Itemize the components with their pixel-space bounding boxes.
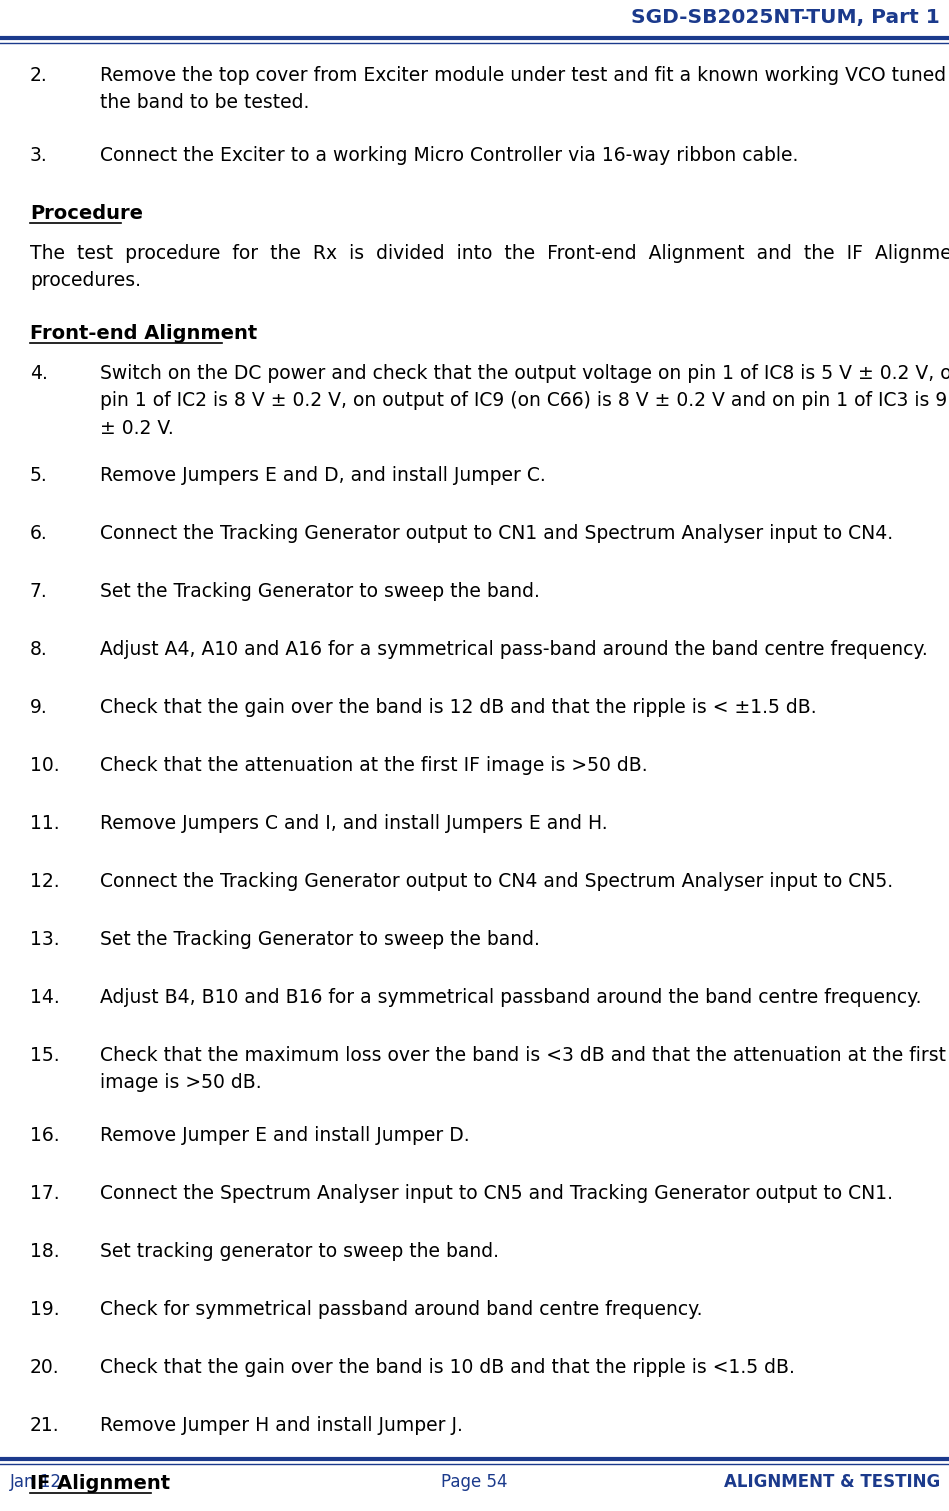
Text: Front-end Alignment: Front-end Alignment <box>30 323 257 343</box>
Text: Remove Jumpers C and I, and install Jumpers E and H.: Remove Jumpers C and I, and install Jump… <box>100 814 607 833</box>
Text: Check that the gain over the band is 12 dB and that the ripple is < ±1.5 dB.: Check that the gain over the band is 12 … <box>100 698 817 718</box>
Text: 14.: 14. <box>30 988 60 1006</box>
Text: Procedure: Procedure <box>30 204 143 224</box>
Text: Check that the gain over the band is 10 dB and that the ripple is <1.5 dB.: Check that the gain over the band is 10 … <box>100 1358 795 1377</box>
Text: 15.: 15. <box>30 1046 60 1065</box>
Text: 8.: 8. <box>30 641 47 659</box>
Text: 6.: 6. <box>30 524 47 542</box>
Text: 9.: 9. <box>30 698 47 718</box>
Text: 7.: 7. <box>30 582 47 601</box>
Text: Remove Jumpers E and D, and install Jumper C.: Remove Jumpers E and D, and install Jump… <box>100 465 546 485</box>
Text: ALIGNMENT & TESTING: ALIGNMENT & TESTING <box>724 1473 940 1491</box>
Text: 5.: 5. <box>30 465 47 485</box>
Text: Jan 12: Jan 12 <box>10 1473 62 1491</box>
Text: 18.: 18. <box>30 1242 60 1262</box>
Text: IF Alignment: IF Alignment <box>30 1475 170 1493</box>
Text: 4.: 4. <box>30 364 47 382</box>
Text: Adjust A4, A10 and A16 for a symmetrical pass-band around the band centre freque: Adjust A4, A10 and A16 for a symmetrical… <box>100 641 928 659</box>
Text: 12.: 12. <box>30 872 60 891</box>
Text: Adjust B4, B10 and B16 for a symmetrical passband around the band centre frequen: Adjust B4, B10 and B16 for a symmetrical… <box>100 988 921 1006</box>
Text: 10.: 10. <box>30 756 60 775</box>
Text: Check for symmetrical passband around band centre frequency.: Check for symmetrical passband around ba… <box>100 1299 702 1319</box>
Text: Connect the Spectrum Analyser input to CN5 and Tracking Generator output to CN1.: Connect the Spectrum Analyser input to C… <box>100 1185 893 1203</box>
Text: Set the Tracking Generator to sweep the band.: Set the Tracking Generator to sweep the … <box>100 929 540 949</box>
Text: Connect the Tracking Generator output to CN1 and Spectrum Analyser input to CN4.: Connect the Tracking Generator output to… <box>100 524 893 542</box>
Text: 16.: 16. <box>30 1126 60 1145</box>
Text: Connect the Tracking Generator output to CN4 and Spectrum Analyser input to CN5.: Connect the Tracking Generator output to… <box>100 872 893 891</box>
Text: Remove the top cover from Exciter module under test and fit a known working VCO : Remove the top cover from Exciter module… <box>100 66 949 112</box>
Text: The  test  procedure  for  the  Rx  is  divided  into  the  Front-end  Alignment: The test procedure for the Rx is divided… <box>30 243 949 290</box>
Text: 19.: 19. <box>30 1299 60 1319</box>
Text: 13.: 13. <box>30 929 60 949</box>
Text: Check that the maximum loss over the band is <3 dB and that the attenuation at t: Check that the maximum loss over the ban… <box>100 1046 949 1092</box>
Text: Page 54: Page 54 <box>440 1473 508 1491</box>
Text: SGD-SB2025NT-TUM, Part 1: SGD-SB2025NT-TUM, Part 1 <box>631 8 940 27</box>
Text: 20.: 20. <box>30 1358 60 1377</box>
Text: 3.: 3. <box>30 147 47 165</box>
Text: Switch on the DC power and check that the output voltage on pin 1 of IC8 is 5 V : Switch on the DC power and check that th… <box>100 364 949 438</box>
Text: Connect the Exciter to a working Micro Controller via 16-way ribbon cable.: Connect the Exciter to a working Micro C… <box>100 147 798 165</box>
Text: 2.: 2. <box>30 66 47 85</box>
Text: 17.: 17. <box>30 1185 60 1203</box>
Text: Set the Tracking Generator to sweep the band.: Set the Tracking Generator to sweep the … <box>100 582 540 601</box>
Text: Set tracking generator to sweep the band.: Set tracking generator to sweep the band… <box>100 1242 499 1262</box>
Text: 21.: 21. <box>30 1416 60 1435</box>
Text: Remove Jumper E and install Jumper D.: Remove Jumper E and install Jumper D. <box>100 1126 470 1145</box>
Text: Remove Jumper H and install Jumper J.: Remove Jumper H and install Jumper J. <box>100 1416 463 1435</box>
Text: 11.: 11. <box>30 814 60 833</box>
Text: Check that the attenuation at the first IF image is >50 dB.: Check that the attenuation at the first … <box>100 756 647 775</box>
